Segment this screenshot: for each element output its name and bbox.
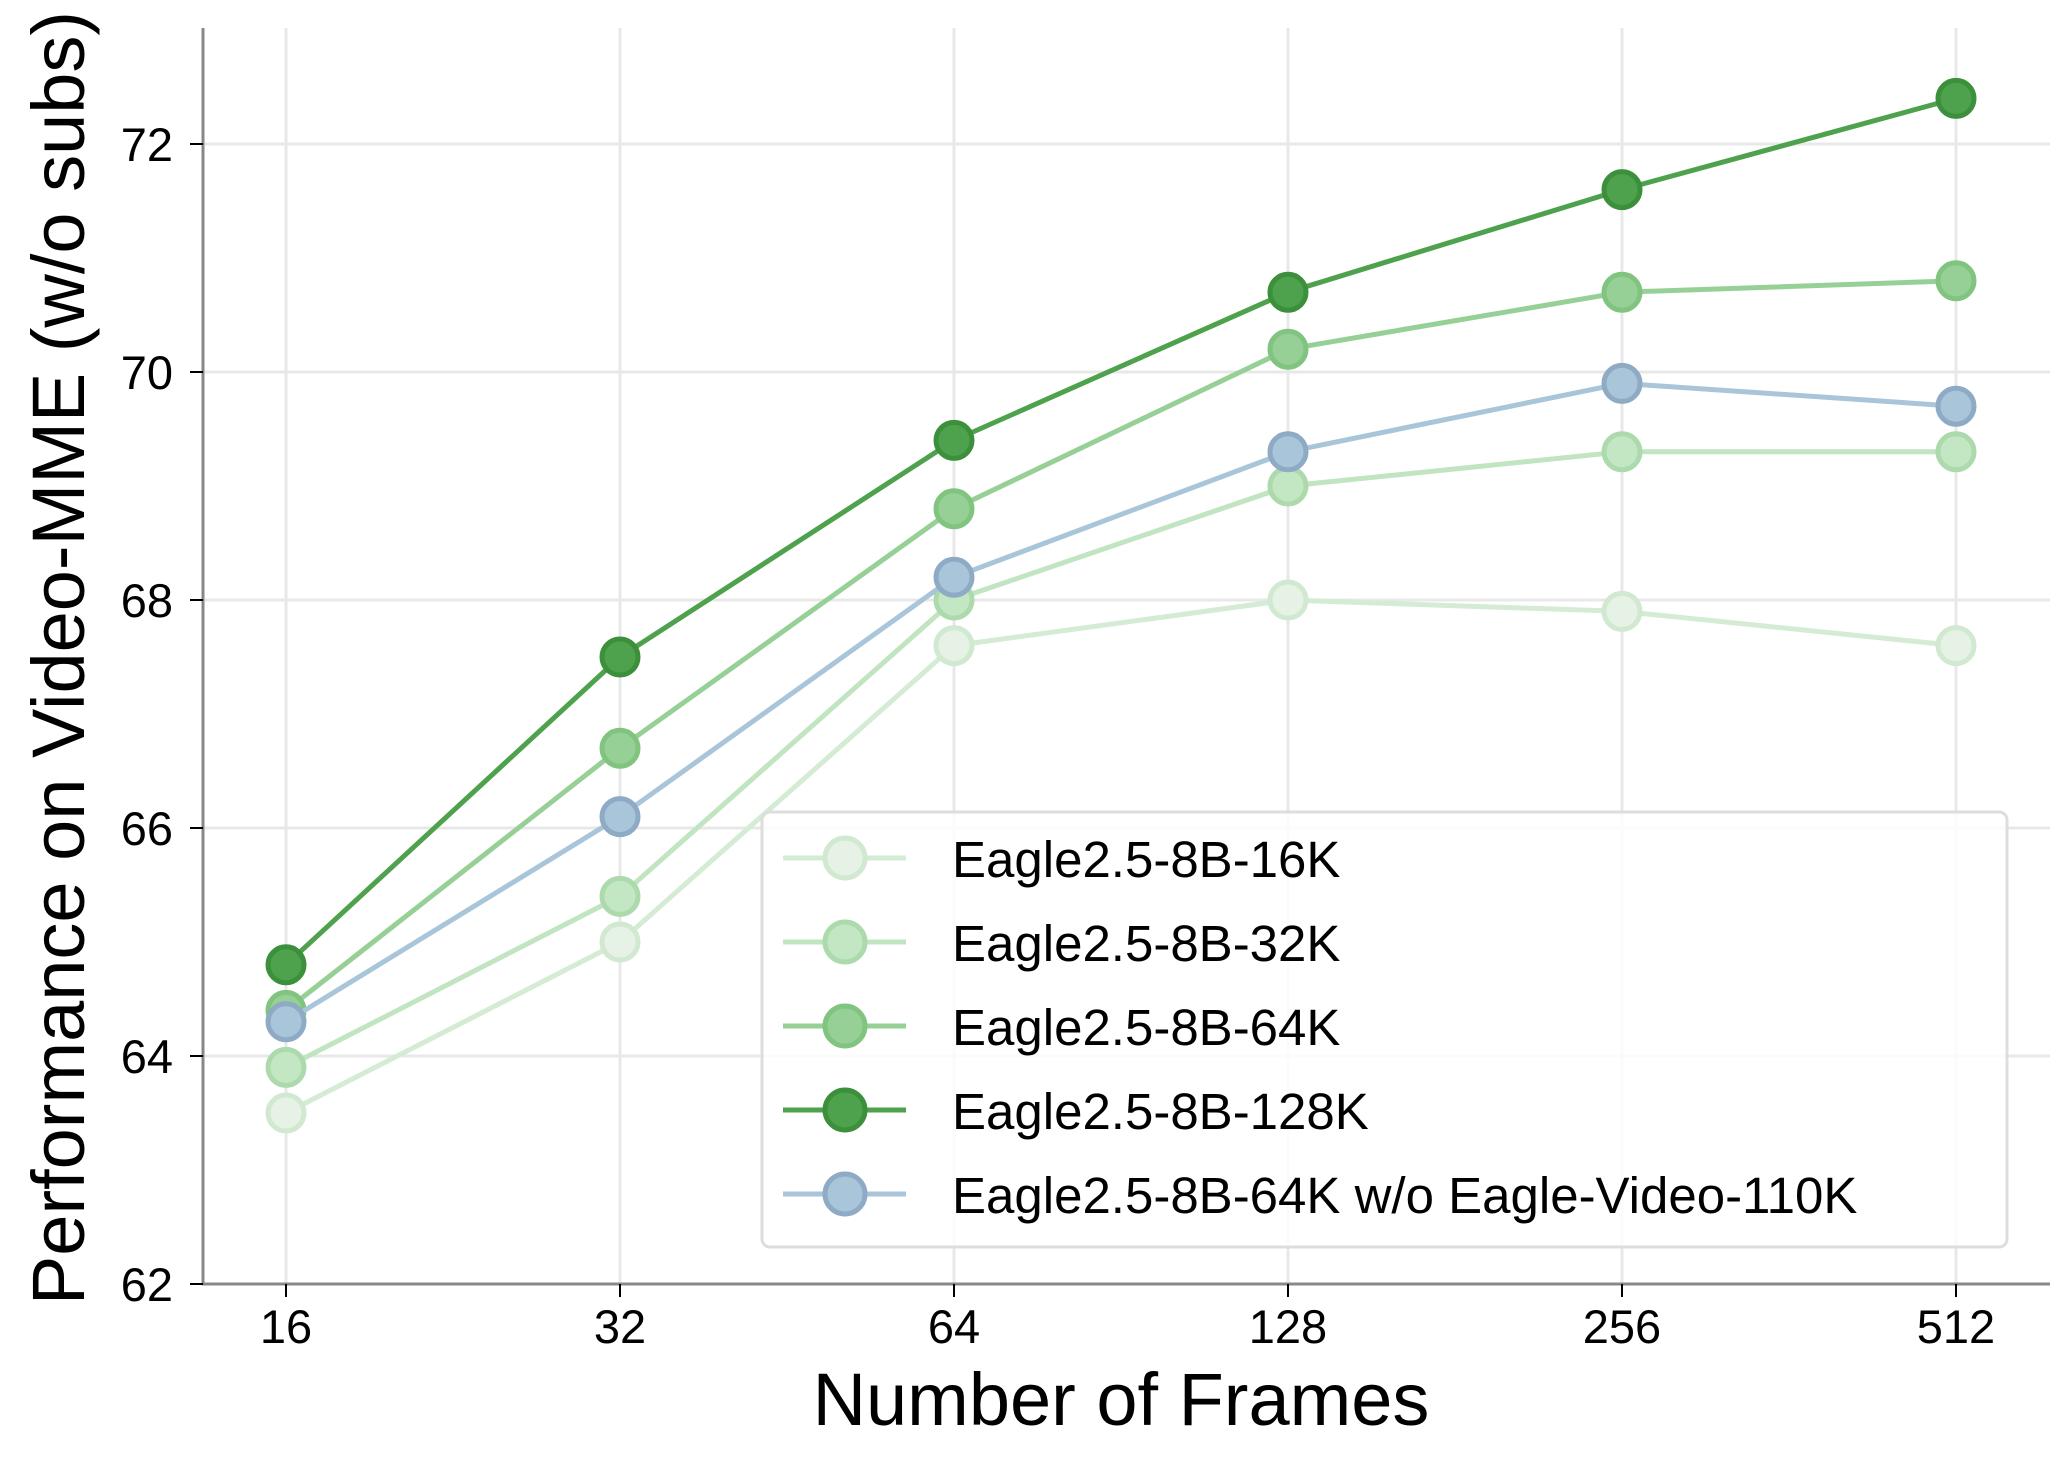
legend-item: Eagle2.5-8B-64K w/o Eagle-Video-110K xyxy=(783,1167,1857,1224)
axes xyxy=(201,28,2050,1286)
data-point-marker xyxy=(599,636,641,678)
data-point-marker xyxy=(1935,625,1977,667)
data-point-marker xyxy=(933,625,975,667)
data-point-marker xyxy=(599,796,641,838)
legend-marker-icon xyxy=(822,1003,868,1049)
series-eagle2-5-8b-64k-w-o-eagle-video-110k xyxy=(265,362,1977,1043)
legend-marker-icon xyxy=(822,835,868,881)
series-eagle2-5-8b-32k xyxy=(265,431,1977,1088)
data-point-marker xyxy=(1601,169,1643,211)
series-eagle2-5-8b-16k xyxy=(265,579,1977,1134)
y-tick-label: 68 xyxy=(121,574,173,627)
y-tick-label: 70 xyxy=(121,346,173,399)
data-point-marker xyxy=(1935,385,1977,427)
data-point-marker xyxy=(933,556,975,598)
series-line xyxy=(284,597,1957,1116)
series-line xyxy=(284,95,1957,967)
y-tick-label: 62 xyxy=(121,1258,173,1311)
legend-marker-icon xyxy=(822,1087,868,1133)
data-point-marker xyxy=(1601,271,1643,313)
y-tick-label: 66 xyxy=(121,802,173,855)
data-point-marker xyxy=(1935,260,1977,302)
data-point-marker xyxy=(265,1046,307,1088)
data-point-marker xyxy=(1601,590,1643,632)
series-line xyxy=(284,278,1957,1013)
data-point-marker xyxy=(1267,465,1309,507)
legend-marker-icon xyxy=(822,1171,868,1217)
legend-label: Eagle2.5-8B-32K xyxy=(952,915,1340,972)
data-point-marker xyxy=(265,1092,307,1134)
legend-item: Eagle2.5-8B-64K xyxy=(783,999,1340,1056)
legend-box xyxy=(760,810,2009,1249)
legend-label: Eagle2.5-8B-16K xyxy=(952,831,1340,888)
data-point-marker xyxy=(933,488,975,530)
data-point-marker xyxy=(265,944,307,986)
data-point-marker xyxy=(265,1001,307,1043)
legend-label: Eagle2.5-8B-128K xyxy=(952,1083,1369,1140)
data-point-marker xyxy=(1267,271,1309,313)
series-line xyxy=(284,380,1957,1024)
x-tick-label: 512 xyxy=(1917,1300,1995,1353)
x-tick-label: 128 xyxy=(1249,1300,1327,1353)
x-axis-title: Number of Frames xyxy=(813,1358,1430,1441)
legend-label: Eagle2.5-8B-64K xyxy=(952,999,1340,1056)
data-point-marker xyxy=(1601,431,1643,473)
legend-item: Eagle2.5-8B-32K xyxy=(783,915,1340,972)
y-tick-label: 64 xyxy=(121,1030,173,1083)
data-point-marker xyxy=(1935,431,1977,473)
legend-item: Eagle2.5-8B-128K xyxy=(783,1083,1369,1140)
data-point-marker xyxy=(1267,579,1309,621)
y-axis-ticks: 62 64 66 68 70 72 xyxy=(121,118,203,1311)
y-tick-label: 72 xyxy=(121,118,173,171)
x-tick-label: 256 xyxy=(1583,1300,1661,1353)
data-point-marker xyxy=(1267,328,1309,370)
data-series xyxy=(265,77,1977,1134)
legend-item: Eagle2.5-8B-16K xyxy=(783,831,1340,888)
x-tick-label: 64 xyxy=(928,1300,980,1353)
data-point-marker xyxy=(1935,77,1977,119)
data-point-marker xyxy=(599,921,641,963)
data-point-marker xyxy=(1267,431,1309,473)
legend-marker-icon xyxy=(822,919,868,965)
legend: Eagle2.5-8B-16K Eagle2.5-8B-32K Eagle2.5-8… xyxy=(760,810,2009,1249)
legend-label: Eagle2.5-8B-64K w/o Eagle-Video-110K xyxy=(952,1167,1857,1224)
series-eagle2-5-8b-128k xyxy=(265,77,1977,986)
x-axis-ticks: 16 32 64 128 256 512 xyxy=(260,1284,1995,1353)
x-tick-label: 32 xyxy=(594,1300,646,1353)
data-point-marker xyxy=(933,419,975,461)
series-line xyxy=(284,449,1956,1070)
y-axis-title: Performance on Video-MME (w/o subs) xyxy=(17,11,100,1305)
data-point-marker xyxy=(599,875,641,917)
data-point-marker xyxy=(599,727,641,769)
x-tick-label: 16 xyxy=(260,1300,312,1353)
data-point-marker xyxy=(1601,362,1643,404)
